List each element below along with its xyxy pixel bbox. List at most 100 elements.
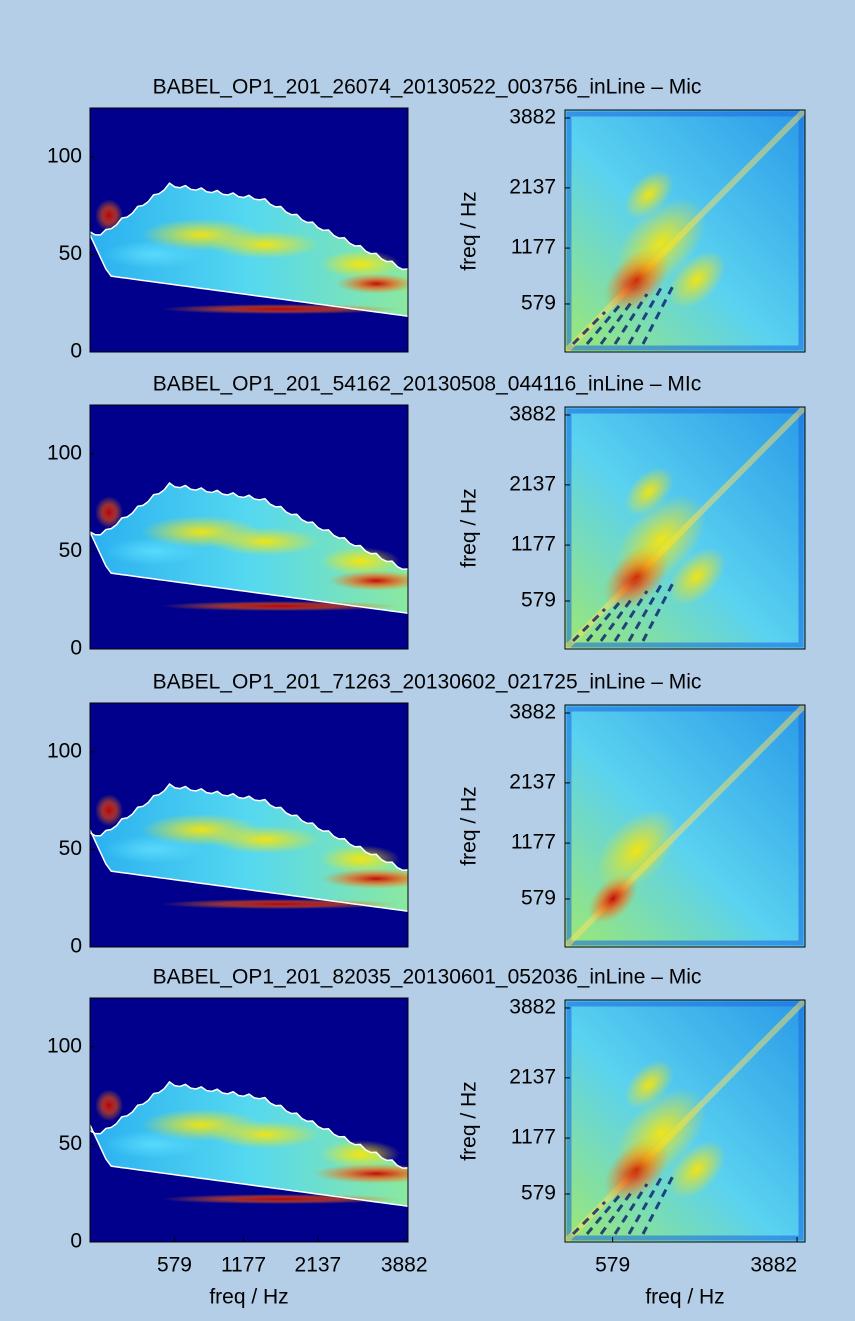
y-tick-label: 0 <box>70 340 82 363</box>
covariance-stripe <box>613 293 649 345</box>
y-tick-label: 2137 <box>509 175 556 198</box>
contour <box>90 1124 408 1207</box>
covariance-edge <box>566 111 804 351</box>
row-title: BABEL_OP1_201_82035_20130601_052036_inLi… <box>153 966 702 989</box>
y-tick-label: 100 <box>47 441 82 464</box>
covariance-texture <box>668 250 726 309</box>
covariance-stripe <box>627 1177 663 1235</box>
axes-frame <box>89 702 409 948</box>
y-tick-label: 3882 <box>509 403 556 426</box>
covariance-image <box>565 1000 805 1242</box>
spectrum-texture <box>320 845 401 874</box>
covariance-edge <box>566 706 804 946</box>
x-tick-label: 579 <box>157 1254 192 1277</box>
row-title: BABEL_OP1_201_54162_20130508_044116_inLi… <box>153 373 701 396</box>
spectrum-texture <box>320 547 401 576</box>
y-tick-label: 50 <box>59 242 82 265</box>
spectrum-texture <box>209 1120 320 1149</box>
spectrum-texture <box>103 1130 204 1159</box>
covariance-texture <box>595 808 679 892</box>
covariance-stripe <box>599 596 635 642</box>
y-tick-label: 1177 <box>511 533 556 556</box>
spectrum-texture <box>209 230 320 259</box>
row-title: BABEL_OP1_201_71263_20130602_021725_inLi… <box>153 671 702 694</box>
y-tick-label: 3882 <box>509 701 556 724</box>
spectrum-texture <box>95 496 124 529</box>
spectrum-texture <box>328 570 408 591</box>
spectrum-texture <box>103 835 204 864</box>
spectrum-texture <box>103 240 204 269</box>
spectrum-image <box>90 405 408 649</box>
y-tick-label: 2137 <box>509 472 556 495</box>
covariance-stripe <box>627 287 663 345</box>
x-axis-label: freq / Hz <box>209 1286 288 1309</box>
covariance-image <box>565 705 805 947</box>
spectrum-image <box>90 108 408 352</box>
covariance-stripe <box>627 584 663 642</box>
spectrum-texture <box>320 1140 401 1169</box>
covariance-image <box>565 110 805 352</box>
contour <box>90 782 408 871</box>
contour <box>90 234 408 317</box>
contour <box>90 482 408 571</box>
spectrum-texture <box>160 304 401 315</box>
x-tick-label: 579 <box>595 1254 630 1277</box>
y-tick-label: 579 <box>521 589 556 612</box>
spectrum-texture <box>336 273 408 294</box>
spectrum-texture <box>95 199 124 232</box>
y-tick-label: 100 <box>47 739 82 762</box>
spectrum-image <box>90 998 408 1242</box>
y-axis-label: freq / Hz <box>458 488 481 567</box>
covariance-image <box>565 407 805 649</box>
spectrum-texture <box>160 601 401 612</box>
contour <box>90 829 408 912</box>
y-tick-label: 100 <box>47 144 82 167</box>
covariance-texture <box>624 169 674 220</box>
spectrum-texture <box>95 794 124 827</box>
y-tick-label: 2137 <box>509 1065 556 1088</box>
spectrum-texture <box>312 1163 408 1184</box>
spectrum-texture <box>209 527 320 556</box>
y-axis-label: freq / Hz <box>458 191 481 270</box>
covariance-stripe <box>641 578 677 642</box>
y-tick-label: 579 <box>521 1182 556 1205</box>
spectrum-texture <box>103 537 204 566</box>
axes-frame <box>564 406 806 650</box>
contour <box>90 1080 408 1169</box>
y-tick-label: 579 <box>521 292 556 315</box>
covariance-stripe <box>571 310 607 346</box>
y-tick-label: 0 <box>70 1230 82 1253</box>
covariance-stripe <box>599 1189 635 1235</box>
y-tick-label: 579 <box>521 887 556 910</box>
y-axis-label: freq / Hz <box>458 1081 481 1160</box>
spectrum-texture <box>320 250 401 279</box>
covariance-stripe <box>613 590 649 642</box>
covariance-texture <box>624 466 674 517</box>
axes-frame <box>89 997 409 1243</box>
covariance-stripe <box>641 1171 677 1235</box>
covariance-texture <box>668 1140 726 1199</box>
y-tick-label: 100 <box>47 1034 82 1057</box>
covariance-stripe <box>571 607 607 643</box>
x-tick-label: 2137 <box>295 1254 342 1277</box>
y-tick-label: 50 <box>59 539 82 562</box>
y-tick-label: 1177 <box>511 1126 556 1149</box>
contour <box>90 531 408 614</box>
axes-frame <box>564 704 806 948</box>
axes-frame <box>564 109 806 353</box>
spectrum-texture <box>95 1089 124 1122</box>
x-tick-label: 3882 <box>750 1254 797 1277</box>
y-tick-label: 0 <box>70 935 82 958</box>
y-tick-label: 1177 <box>511 831 556 854</box>
spectrum-texture <box>320 868 408 889</box>
y-tick-label: 50 <box>59 1132 82 1155</box>
covariance-stripe <box>571 1200 607 1236</box>
axes-frame <box>564 999 806 1243</box>
y-tick-label: 2137 <box>509 770 556 793</box>
covariance-texture <box>624 1059 674 1110</box>
spectrum-texture <box>209 825 320 854</box>
y-tick-label: 50 <box>59 837 82 860</box>
y-tick-label: 0 <box>70 637 82 660</box>
x-tick-label: 1177 <box>221 1254 266 1277</box>
